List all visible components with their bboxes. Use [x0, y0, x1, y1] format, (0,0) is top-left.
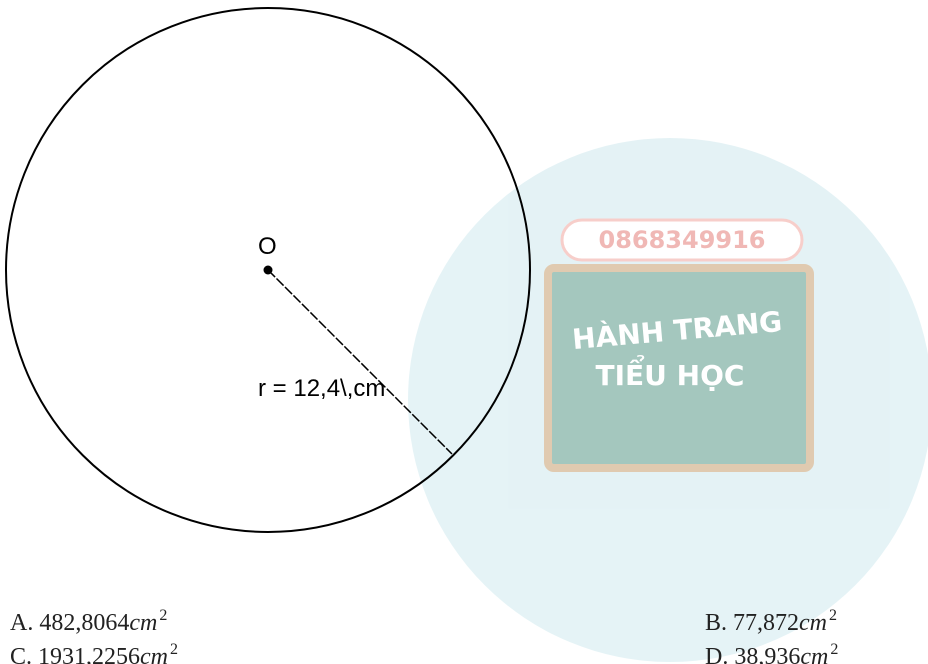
- page: 0868349916 HÀNH TRANG TIỂU HỌC O r = 12,…: [0, 0, 928, 664]
- option-value: 1931,2256: [38, 644, 140, 664]
- phone: 0868349916: [599, 226, 766, 254]
- option-unit: cm: [129, 610, 157, 636]
- radius-label: r = 12,4\,cm: [258, 375, 385, 402]
- option-value: 77,872: [733, 610, 799, 636]
- center-label: O: [258, 233, 277, 260]
- option-exponent: 2: [170, 641, 178, 658]
- option-exponent: 2: [829, 607, 837, 624]
- option-value: 38,936: [734, 644, 800, 664]
- option-letter: C.: [10, 644, 32, 664]
- watermark: 0868349916 HÀNH TRANG TIỂU HỌC: [408, 138, 928, 662]
- option-unit: cm: [800, 644, 828, 664]
- option-value: 482,8064: [39, 610, 129, 636]
- option-unit: cm: [799, 610, 827, 636]
- option-exponent: 2: [830, 641, 838, 658]
- brand-line2: TIỂU HỌC: [596, 353, 745, 392]
- option-letter: A.: [10, 610, 33, 636]
- center-point: [264, 266, 273, 275]
- option-exponent: 2: [159, 607, 167, 624]
- option-letter: B.: [705, 610, 727, 636]
- option-letter: D.: [705, 644, 728, 664]
- option-unit: cm: [140, 644, 168, 664]
